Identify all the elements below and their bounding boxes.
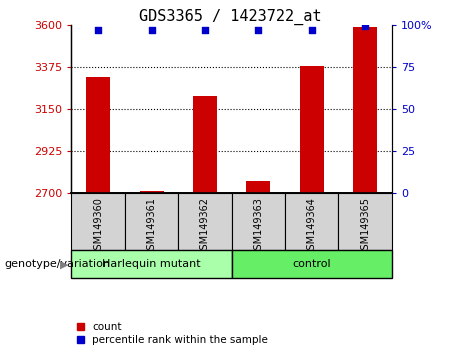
Text: genotype/variation: genotype/variation (5, 259, 111, 269)
Text: ▶: ▶ (60, 259, 68, 269)
Text: GSM149365: GSM149365 (360, 198, 370, 256)
Text: GSM149364: GSM149364 (307, 198, 317, 256)
Bar (71, 193, 125, 250)
Bar (300, 66, 324, 193)
Text: Harlequin mutant: Harlequin mutant (102, 259, 201, 269)
Bar (71, 250, 231, 278)
Bar (231, 193, 285, 250)
Point (201, 27, 209, 33)
Bar (338, 193, 392, 250)
Text: GSM149363: GSM149363 (254, 198, 263, 256)
Text: GSM149362: GSM149362 (200, 198, 210, 256)
Bar (193, 96, 217, 193)
Point (148, 27, 155, 33)
Bar (125, 193, 178, 250)
Bar (231, 250, 392, 278)
Bar (86, 77, 110, 193)
Text: GDS3365 / 1423722_at: GDS3365 / 1423722_at (139, 9, 322, 25)
Point (95, 27, 102, 33)
Bar (353, 27, 377, 193)
Point (308, 27, 315, 33)
Point (361, 24, 369, 29)
Text: GSM149361: GSM149361 (147, 198, 157, 256)
Text: GSM149360: GSM149360 (93, 198, 103, 256)
Bar (178, 193, 231, 250)
Bar (246, 181, 270, 193)
Bar (285, 193, 338, 250)
Legend: count, percentile rank within the sample: count, percentile rank within the sample (77, 322, 268, 345)
Bar (140, 192, 164, 193)
Point (254, 27, 262, 33)
Text: control: control (292, 259, 331, 269)
